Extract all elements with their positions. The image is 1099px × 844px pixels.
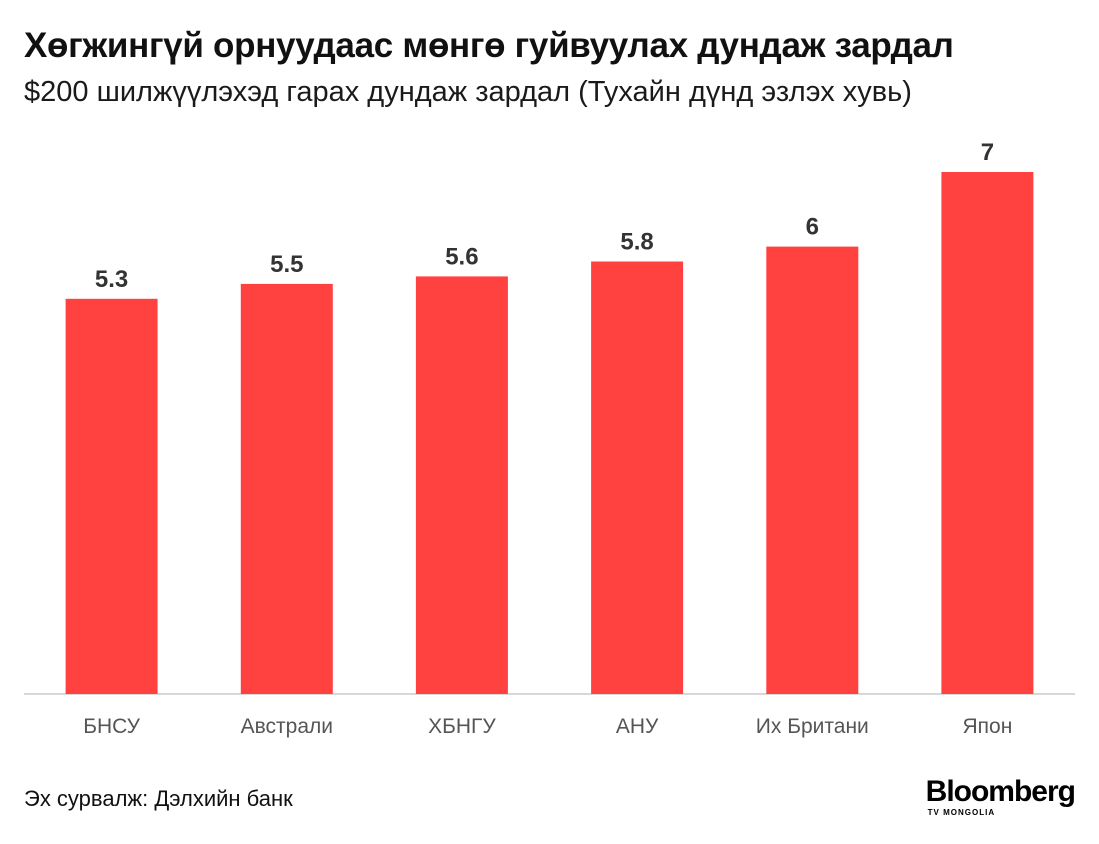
logo-subtitle: TV MONGOLIA — [927, 808, 996, 817]
x-tick-label-5: Япон — [962, 715, 1012, 738]
bar-4 — [766, 246, 859, 694]
x-tick-label-4: Их Британи — [756, 715, 869, 738]
data-label-5: 7 — [981, 139, 994, 166]
bloomberg-logo: Bloomberg TV MONGOLIA — [925, 775, 1076, 818]
bar-2 — [415, 276, 508, 694]
data-label-0: 5.3 — [95, 266, 128, 293]
logo-wordmark: Bloomberg — [925, 775, 1076, 808]
x-tick-label-3: АНУ — [616, 715, 659, 738]
data-label-1: 5.5 — [270, 251, 303, 278]
data-label-2: 5.6 — [445, 243, 478, 270]
bar-5 — [941, 172, 1034, 694]
bar-0 — [65, 298, 158, 694]
x-tick-label-0: БНСУ — [83, 715, 140, 738]
data-label-4: 6 — [806, 214, 819, 241]
data-label-3: 5.8 — [620, 229, 653, 256]
x-tick-label-1: Австрали — [241, 715, 333, 738]
x-tick-label-2: ХБНГУ — [428, 715, 496, 738]
source-note: Эх сурвалж: Дэлхийн банк — [24, 786, 293, 811]
chart-subtitle: $200 шилжүүлэхэд гарах дундаж зардал (Ту… — [24, 76, 912, 108]
bar-1 — [240, 283, 333, 694]
bar-3 — [591, 261, 684, 694]
chart-title: Хөгжингүй орнуудаас мөнгө гуйвуулах дунд… — [24, 26, 954, 65]
